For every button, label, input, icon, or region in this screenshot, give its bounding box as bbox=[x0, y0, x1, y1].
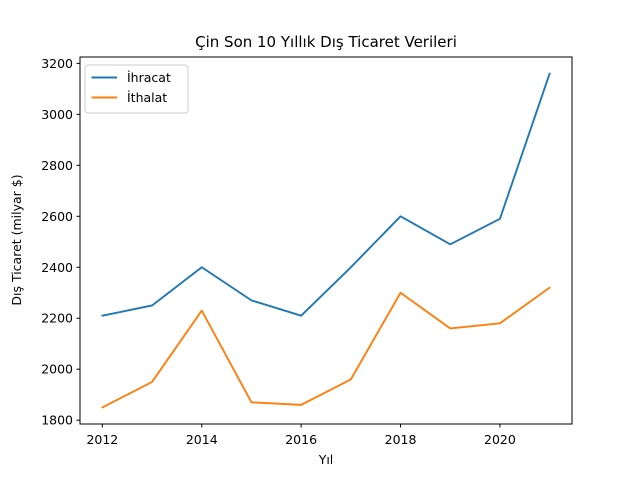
legend-label-ithalat: İthalat bbox=[127, 90, 167, 105]
series-line-ihracat bbox=[101, 72, 551, 317]
legend-label-ihracat: İhracat bbox=[127, 70, 171, 85]
y-tick-label: 2200 bbox=[41, 311, 73, 326]
y-tick-label: 2000 bbox=[41, 362, 73, 377]
legend: İhracat İthalat bbox=[84, 64, 189, 114]
y-tick-label: 3200 bbox=[41, 56, 73, 71]
x-tick-label: 2018 bbox=[385, 432, 417, 447]
y-tick-label: 2800 bbox=[41, 158, 73, 173]
y-tick-label: 2600 bbox=[41, 209, 73, 224]
x-tick-label: 2016 bbox=[285, 432, 317, 447]
y-tick-label: 1800 bbox=[41, 413, 73, 428]
chart-title: Çin Son 10 Yıllık Dış Ticaret Verileri bbox=[195, 33, 457, 51]
x-tick-label: 2020 bbox=[484, 432, 516, 447]
y-axis-label: Dış Ticaret (milyar $) bbox=[9, 174, 24, 305]
plot-area: 2012 2014 2016 2018 2020 1800 2000 2200 2400 2600… bbox=[41, 56, 551, 447]
x-tick-label: 2012 bbox=[86, 432, 118, 447]
y-tick-label: 3000 bbox=[41, 107, 73, 122]
plot-border bbox=[79, 56, 573, 425]
x-axis-label: Yıl bbox=[318, 452, 334, 467]
x-tick-label: 2014 bbox=[186, 432, 218, 447]
y-tick-label: 2400 bbox=[41, 260, 73, 275]
series-line-ithalat bbox=[101, 286, 551, 409]
